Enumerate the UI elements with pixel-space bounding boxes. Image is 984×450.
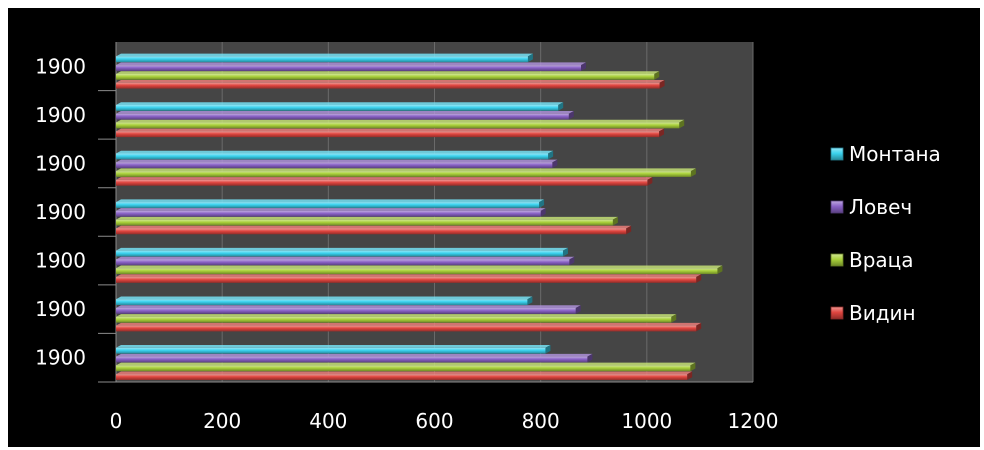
bar-top-face [116,266,722,269]
bar [116,277,696,283]
bar-top-face [116,160,557,163]
legend-swatch [831,148,843,160]
bar-top-face [116,71,659,74]
bar [116,326,696,332]
y-tick-label: 1900 [35,200,86,224]
legend: Монтана Ловеч Враца Видин [831,142,941,325]
bar [116,220,613,226]
bar [116,317,671,323]
bar-top-face [116,323,701,326]
bar [116,374,687,380]
bar-top-face [116,296,532,299]
x-tick-label: 1200 [728,409,779,433]
bar [116,228,626,234]
bar-top-face [116,151,553,154]
bar-chart: 1900 1900 1900 1900 1900 1900 1900 0 200 400 600 8… [8,8,980,447]
plot-area [98,42,753,382]
bar-top-face [116,168,696,171]
bar-top-face [116,177,652,180]
y-axis: 1900 1900 1900 1900 1900 1900 1900 [35,54,116,382]
bar [116,154,548,160]
bar [116,268,717,274]
x-tick-label: 600 [415,409,453,433]
bar [116,180,647,186]
legend-swatch [831,254,843,266]
bar [116,171,691,177]
bar [116,308,576,314]
legend-swatch [831,201,843,213]
chart-frame: 1900 1900 1900 1900 1900 1900 1900 0 200 400 600 8… [8,8,980,447]
bar [116,365,690,371]
bar-top-face [116,54,533,57]
y-tick-label: 1900 [35,297,86,321]
bar [116,114,569,120]
legend-label: Монтана [849,142,941,166]
x-axis: 0 200 400 600 800 1000 1200 [110,409,779,433]
x-tick-label: 1000 [621,409,672,433]
bar-top-face [116,199,544,202]
bar-top-face [116,314,676,317]
x-tick-label: 800 [522,409,560,433]
bar-top-face [116,208,546,211]
bar-top-face [116,102,563,105]
bar [116,56,528,62]
y-tick-label: 1900 [35,54,86,78]
bar-top-face [116,257,574,260]
legend-label: Ловеч [849,195,912,219]
bar-top-face [116,345,550,348]
bar [116,162,552,168]
bar-top-face [116,120,684,123]
bar-top-face [116,80,665,83]
legend-label: Видин [849,301,916,325]
bar [116,251,563,257]
bar [116,74,654,80]
bar [116,259,569,265]
bar-top-face [116,305,581,308]
bar [116,211,541,217]
x-tick-label: 400 [309,409,347,433]
bar-top-face [116,354,592,357]
bar [116,65,581,71]
bar [116,123,679,129]
bar-top-face [116,248,568,251]
bar [116,105,558,111]
bar [116,357,587,363]
bar-top-face [116,274,701,277]
y-tick-label: 1900 [35,249,86,273]
bar [116,131,659,137]
bar [116,299,527,305]
bar-top-face [116,363,695,366]
bar [116,202,539,208]
x-tick-label: 200 [203,409,241,433]
y-tick-label: 1900 [35,151,86,175]
bar-top-face [116,226,631,229]
legend-label: Враца [849,248,914,272]
bar-top-face [116,129,664,132]
legend-swatch [831,307,843,319]
y-tick-label: 1900 [35,103,86,127]
y-tick-label: 1900 [35,346,86,370]
x-tick-label: 0 [110,409,123,433]
bar-top-face [116,371,692,374]
bar-top-face [116,111,574,114]
bar-top-face [116,62,586,65]
bar [116,83,660,89]
bar-top-face [116,217,618,220]
bar [116,348,545,354]
